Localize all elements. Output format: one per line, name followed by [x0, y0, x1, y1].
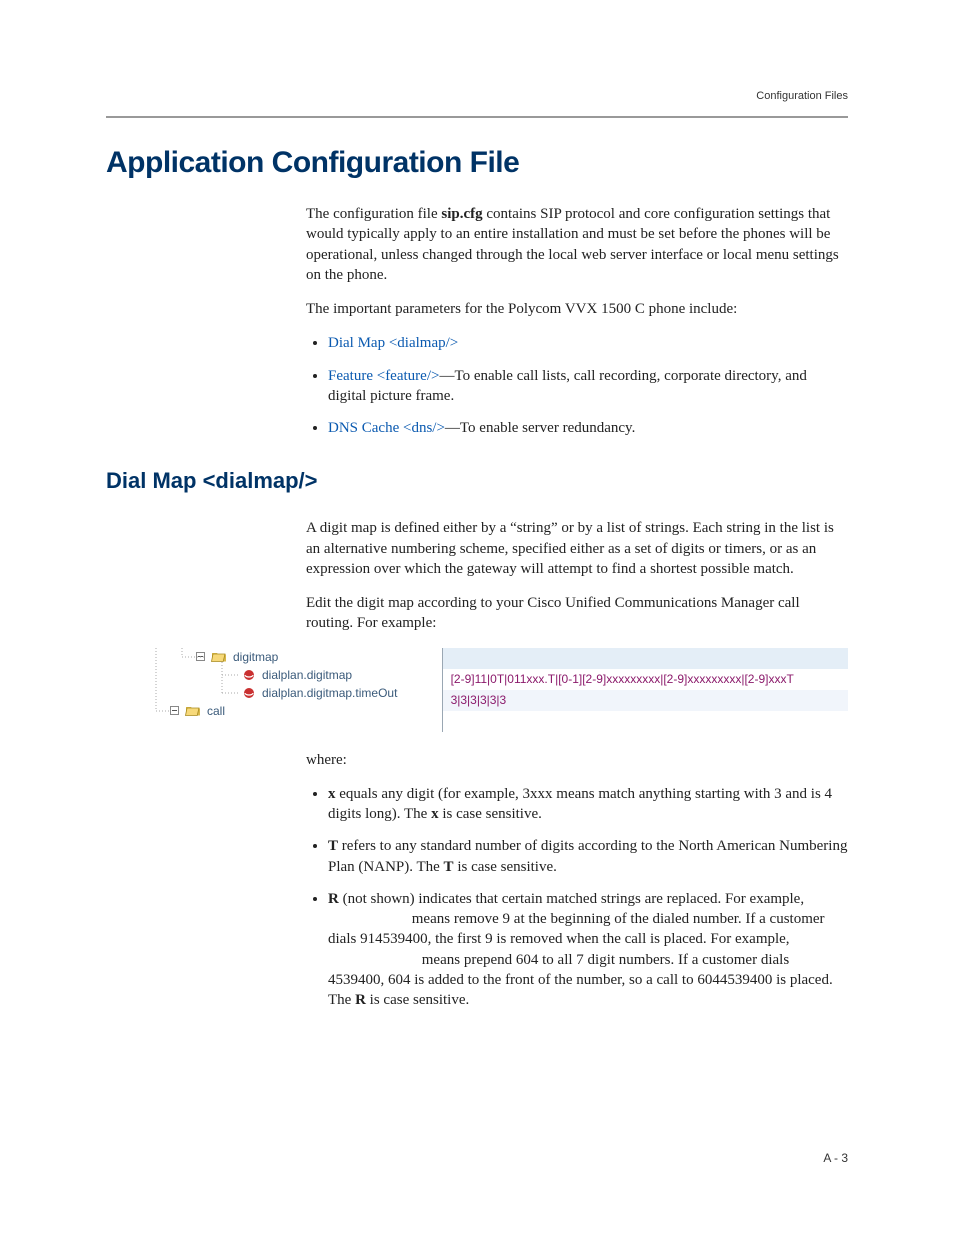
tree-leaf-digitmap[interactable]: dialplan.digitmap [144, 666, 434, 684]
section-heading-dialmap: Dial Map <dialmap/> [106, 468, 848, 494]
folder-open-icon [185, 704, 201, 717]
attribute-icon [242, 686, 256, 700]
tree-leaf-timeout[interactable]: dialplan.digitmap.timeOut [144, 684, 434, 702]
list-item: R (not shown) indicates that certain mat… [328, 889, 848, 1011]
where-block: where: x equals any digit (for example, … [306, 750, 848, 1011]
where-label: where: [306, 750, 848, 770]
digitmap-timeout-value: 3|3|3|3|3|3 [451, 693, 507, 707]
page-number: A - 3 [823, 1151, 848, 1165]
tree-node-call[interactable]: call [144, 702, 434, 720]
header-rule [106, 116, 848, 118]
page-header-section: Configuration Files [756, 90, 848, 102]
tree-node-digitmap[interactable]: digitmap [144, 648, 434, 666]
digitmap-value: [2-9]11|0T|011xxx.T|[0-1][2-9]xxxxxxxxx|… [451, 672, 794, 686]
dialmap-edit: Edit the digit map according to your Cis… [306, 593, 848, 634]
param-link-list: Dial Map <dialmap/> Feature <feature/>—T… [306, 333, 848, 438]
intro-paragraph: The configuration file sip.cfg contains … [306, 204, 848, 285]
collapse-icon[interactable] [170, 706, 179, 715]
collapse-icon[interactable] [196, 652, 205, 661]
link-feature[interactable]: Feature <feature/> [328, 368, 439, 384]
list-item: x equals any digit (for example, 3xxx me… [328, 784, 848, 825]
list-item: DNS Cache <dns/>—To enable server redund… [328, 418, 848, 438]
dialmap-desc: A digit map is defined either by a “stri… [306, 518, 848, 579]
digitmap-figure: digitmap dialplan.digitmap dialplan.digi… [144, 648, 848, 732]
page: Configuration Files Application Configur… [0, 0, 954, 1235]
attribute-icon [242, 668, 256, 682]
config-filename: sip.cfg [441, 206, 482, 222]
link-dns[interactable]: DNS Cache <dns/> [328, 420, 445, 436]
page-title: Application Configuration File [106, 146, 848, 180]
legend-list: x equals any digit (for example, 3xxx me… [306, 784, 848, 1011]
intro-block: The configuration file sip.cfg contains … [306, 204, 848, 438]
dialmap-block: A digit map is defined either by a “stri… [306, 518, 848, 633]
config-tree: digitmap dialplan.digitmap dialplan.digi… [144, 648, 434, 722]
folder-open-icon [211, 650, 227, 663]
list-item: Dial Map <dialmap/> [328, 333, 848, 353]
params-intro: The important parameters for the Polycom… [306, 299, 848, 319]
list-item: Feature <feature/>—To enable call lists,… [328, 366, 848, 407]
config-value-table: [2-9]11|0T|011xxx.T|[0-1][2-9]xxxxxxxxx|… [442, 648, 848, 732]
link-dialmap[interactable]: Dial Map <dialmap/> [328, 335, 458, 351]
list-item: T refers to any standard number of digit… [328, 836, 848, 877]
